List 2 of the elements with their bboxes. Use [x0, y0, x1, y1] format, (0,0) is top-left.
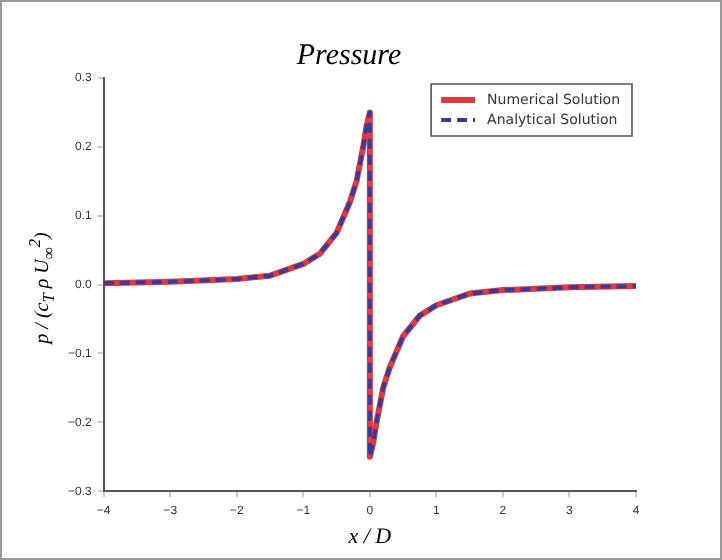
chart-title: Pressure [294, 39, 402, 72]
x-axis-title: x / D [346, 524, 392, 549]
